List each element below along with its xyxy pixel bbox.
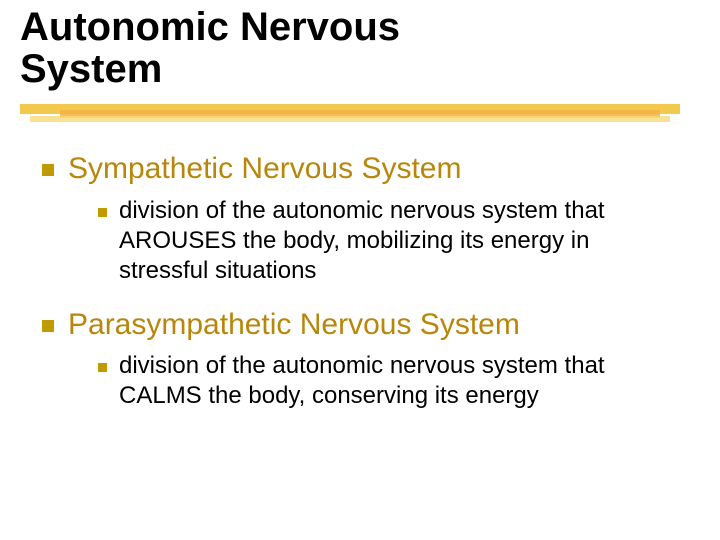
title-underline (20, 104, 680, 126)
body-text: division of the autonomic nervous system… (119, 351, 650, 411)
list-subitem: division of the autonomic nervous system… (98, 196, 680, 286)
square-bullet-icon (42, 320, 54, 332)
square-bullet-icon (42, 164, 54, 176)
list-subitem: division of the autonomic nervous system… (98, 351, 680, 411)
title-line-2: System (20, 47, 162, 91)
list-item: Parasympathetic Nervous System (42, 306, 680, 344)
square-bullet-icon (98, 208, 107, 217)
title-line-1: Autonomic Nervous (20, 5, 400, 49)
list-item: Sympathetic Nervous System (42, 150, 680, 188)
heading-text: Parasympathetic Nervous System (68, 306, 520, 344)
slide: Autonomic Nervous System Sympathetic Ner… (0, 0, 720, 540)
square-bullet-icon (98, 363, 107, 372)
content-area: Sympathetic Nervous System division of t… (42, 150, 680, 431)
slide-title: Autonomic Nervous System (20, 6, 400, 90)
heading-text: Sympathetic Nervous System (68, 150, 461, 188)
body-text: division of the autonomic nervous system… (119, 196, 650, 286)
underline-bar (30, 116, 670, 122)
